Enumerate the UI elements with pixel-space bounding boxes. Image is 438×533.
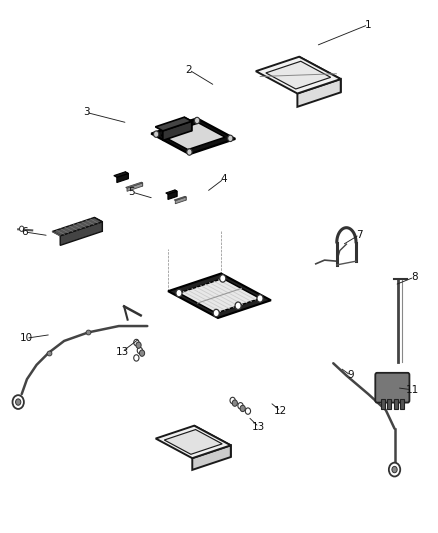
Bar	[386, 399, 391, 409]
Polygon shape	[174, 196, 186, 200]
Polygon shape	[194, 426, 230, 457]
Text: 13: 13	[252, 422, 265, 432]
Circle shape	[219, 274, 225, 282]
Polygon shape	[192, 446, 230, 470]
Circle shape	[237, 402, 243, 409]
Text: 10: 10	[19, 333, 32, 343]
Polygon shape	[174, 190, 177, 197]
Polygon shape	[125, 172, 128, 179]
Polygon shape	[155, 426, 230, 458]
Circle shape	[245, 408, 250, 414]
Text: 5: 5	[128, 187, 135, 197]
Polygon shape	[125, 182, 142, 188]
Text: 8: 8	[410, 272, 417, 282]
Polygon shape	[175, 197, 186, 204]
Polygon shape	[232, 400, 237, 406]
Polygon shape	[141, 182, 142, 186]
Circle shape	[153, 131, 159, 138]
Text: 12: 12	[273, 406, 287, 416]
Polygon shape	[136, 342, 141, 349]
Text: 9: 9	[347, 370, 353, 381]
Polygon shape	[265, 61, 330, 89]
Polygon shape	[240, 405, 245, 411]
Circle shape	[234, 302, 240, 310]
Polygon shape	[127, 183, 142, 191]
Polygon shape	[94, 217, 102, 231]
Circle shape	[388, 463, 399, 477]
Text: 3: 3	[82, 107, 89, 117]
Circle shape	[227, 135, 233, 142]
Circle shape	[15, 399, 21, 405]
Polygon shape	[184, 117, 191, 131]
Text: 11: 11	[405, 385, 418, 395]
Polygon shape	[162, 121, 191, 140]
Circle shape	[12, 395, 24, 409]
Polygon shape	[139, 350, 145, 357]
Polygon shape	[255, 56, 340, 93]
Text: 6: 6	[21, 227, 28, 237]
Polygon shape	[52, 217, 102, 236]
Polygon shape	[179, 278, 259, 313]
Polygon shape	[166, 190, 177, 194]
FancyBboxPatch shape	[374, 373, 409, 402]
Polygon shape	[117, 173, 128, 183]
Polygon shape	[164, 430, 222, 454]
Polygon shape	[151, 118, 235, 154]
Circle shape	[186, 149, 191, 155]
Circle shape	[137, 348, 142, 354]
Polygon shape	[155, 117, 191, 131]
Bar	[393, 399, 397, 409]
Text: 1: 1	[364, 20, 371, 30]
Polygon shape	[168, 191, 177, 199]
Circle shape	[194, 117, 199, 124]
Polygon shape	[113, 172, 128, 177]
Text: 2: 2	[185, 65, 192, 75]
Circle shape	[134, 355, 139, 361]
Polygon shape	[161, 123, 225, 150]
Polygon shape	[60, 222, 102, 245]
Circle shape	[176, 289, 182, 297]
Polygon shape	[297, 79, 340, 107]
Polygon shape	[298, 56, 340, 92]
Bar	[380, 399, 384, 409]
Circle shape	[391, 466, 396, 473]
Polygon shape	[184, 196, 186, 200]
Circle shape	[256, 295, 262, 302]
Circle shape	[134, 340, 139, 346]
Circle shape	[213, 309, 219, 317]
Polygon shape	[168, 273, 270, 318]
Circle shape	[230, 397, 235, 403]
Bar	[399, 399, 403, 409]
Circle shape	[19, 226, 24, 231]
Text: 13: 13	[116, 346, 129, 357]
Text: 7: 7	[355, 230, 362, 240]
Text: 4: 4	[220, 174, 227, 184]
